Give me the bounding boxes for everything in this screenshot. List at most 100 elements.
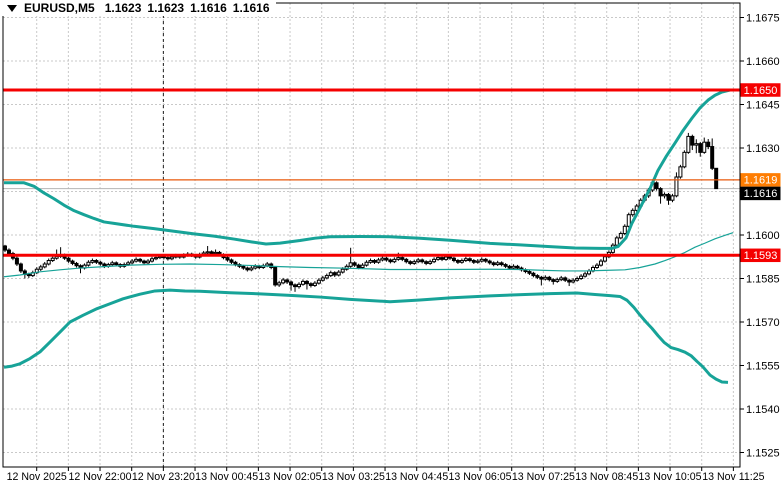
candle-bullish <box>340 268 345 273</box>
candle-bullish <box>618 233 623 239</box>
candle-bullish <box>416 259 421 263</box>
candle-bullish <box>674 176 679 197</box>
candle-bullish <box>134 258 139 262</box>
candle-bullish <box>126 262 131 266</box>
candle-bearish <box>74 262 79 267</box>
price-badge-1.1650 <box>740 83 781 97</box>
candle-bearish <box>547 276 552 281</box>
ohlc-close: 1.1616 <box>232 1 270 15</box>
candle-bearish <box>467 258 472 262</box>
candle-bearish <box>70 260 75 264</box>
candle-bearish <box>567 279 572 283</box>
candle-bullish <box>392 258 397 263</box>
price-label: 1.1525 <box>746 447 780 459</box>
time-axis[interactable]: 12 Nov 2025 12 Nov 22:00 12 Nov 23:20 13 No… <box>7 467 765 483</box>
candle-bearish <box>14 257 19 265</box>
candle-bullish <box>594 264 599 268</box>
price-badge-1.1619 <box>740 173 781 187</box>
time-label: 13 Nov 10:05 <box>639 471 702 483</box>
candle-bearish <box>471 260 476 263</box>
candle-bearish <box>114 262 119 266</box>
ohlc-high: 1.1623 <box>147 1 185 15</box>
candle-bearish <box>424 261 429 264</box>
candle-bearish <box>94 260 99 263</box>
time-label: 13 Nov 02:05 <box>259 471 322 483</box>
bollinger-lower-band <box>3 288 729 384</box>
candle-bullish <box>495 262 500 266</box>
candle-bullish <box>396 257 401 260</box>
chart-title: EURUSD,M5 1.1623 1.1623 1.1616 1.1616 <box>0 0 276 16</box>
candle-bearish <box>352 262 357 266</box>
symbol-dropdown-icon[interactable] <box>7 4 17 12</box>
candle-bearish <box>483 258 488 262</box>
candle-bullish <box>348 262 353 267</box>
chart-symbol-timeframe: EURUSD,M5 <box>24 1 95 15</box>
candle-bullish <box>602 256 607 262</box>
candle-bearish <box>289 281 294 286</box>
candle-bullish <box>368 260 373 263</box>
candle-bearish <box>257 265 262 268</box>
candle-bearish <box>527 271 532 274</box>
price-label: 1.1540 <box>746 404 780 416</box>
time-label: 12 Nov 22:00 <box>69 471 132 483</box>
candle-bullish <box>436 257 441 260</box>
candle-bullish <box>297 283 302 288</box>
candle-bullish <box>376 259 381 263</box>
candle-bearish <box>400 257 405 260</box>
candle-bearish <box>209 251 214 255</box>
time-label: 13 Nov 06:05 <box>449 471 512 483</box>
candle-bullish <box>670 195 675 201</box>
candle-bullish <box>312 282 317 286</box>
candle-bullish <box>682 151 687 168</box>
candle-bullish <box>38 266 43 270</box>
candle-bullish <box>213 251 218 255</box>
candle-bearish <box>66 257 71 262</box>
candle-bearish <box>229 259 234 263</box>
candle-bullish <box>555 279 560 282</box>
candle-bullish <box>130 260 135 264</box>
candle-bearish <box>706 141 711 148</box>
candle-bearish <box>388 259 393 263</box>
candle-bearish <box>499 262 504 266</box>
candle-bullish <box>614 237 619 246</box>
candle-bullish <box>281 279 286 284</box>
candle-bullish <box>459 260 464 263</box>
candle-bearish <box>698 143 703 153</box>
candle-bearish <box>245 267 250 271</box>
candle-bearish <box>451 257 456 262</box>
candle-bearish <box>420 259 425 263</box>
candle-bullish <box>686 135 691 153</box>
price-axis[interactable]: 1.1675 1.1660 1.1645 1.1630 1.1600 1.1585 1.15… <box>740 12 780 459</box>
candle-bullish <box>86 261 91 266</box>
price-label: 1.1630 <box>746 143 780 155</box>
time-label: 13 Nov 00:45 <box>195 471 258 483</box>
time-label: 12 Nov 23:20 <box>132 471 195 483</box>
candle-bearish <box>563 277 568 281</box>
candle-bearish <box>304 280 309 285</box>
price-label: 1.1555 <box>746 360 780 372</box>
candle-bullish <box>626 214 631 227</box>
candle-bullish <box>475 260 480 263</box>
time-label: 13 Nov 04:45 <box>385 471 448 483</box>
candle-bullish <box>316 279 321 284</box>
candle-bullish <box>146 260 151 264</box>
candle-bearish <box>491 262 496 266</box>
candle-bearish <box>690 135 695 146</box>
candle-bearish <box>404 258 409 263</box>
candle-bullish <box>150 258 155 262</box>
time-label: 13 Nov 03:25 <box>322 471 385 483</box>
time-label: 13 Nov 07:25 <box>512 471 575 483</box>
price-label: 1.1600 <box>746 230 780 242</box>
price-label: 1.1645 <box>746 99 780 111</box>
candle-bullish <box>50 257 55 262</box>
candle-bullish <box>444 256 449 260</box>
price-label: 1.1675 <box>746 12 780 24</box>
candle-bullish <box>110 262 115 266</box>
candle-bearish <box>372 260 377 263</box>
candle-bullish <box>511 265 516 269</box>
candle-bearish <box>165 257 170 260</box>
candle-bullish <box>336 271 341 276</box>
